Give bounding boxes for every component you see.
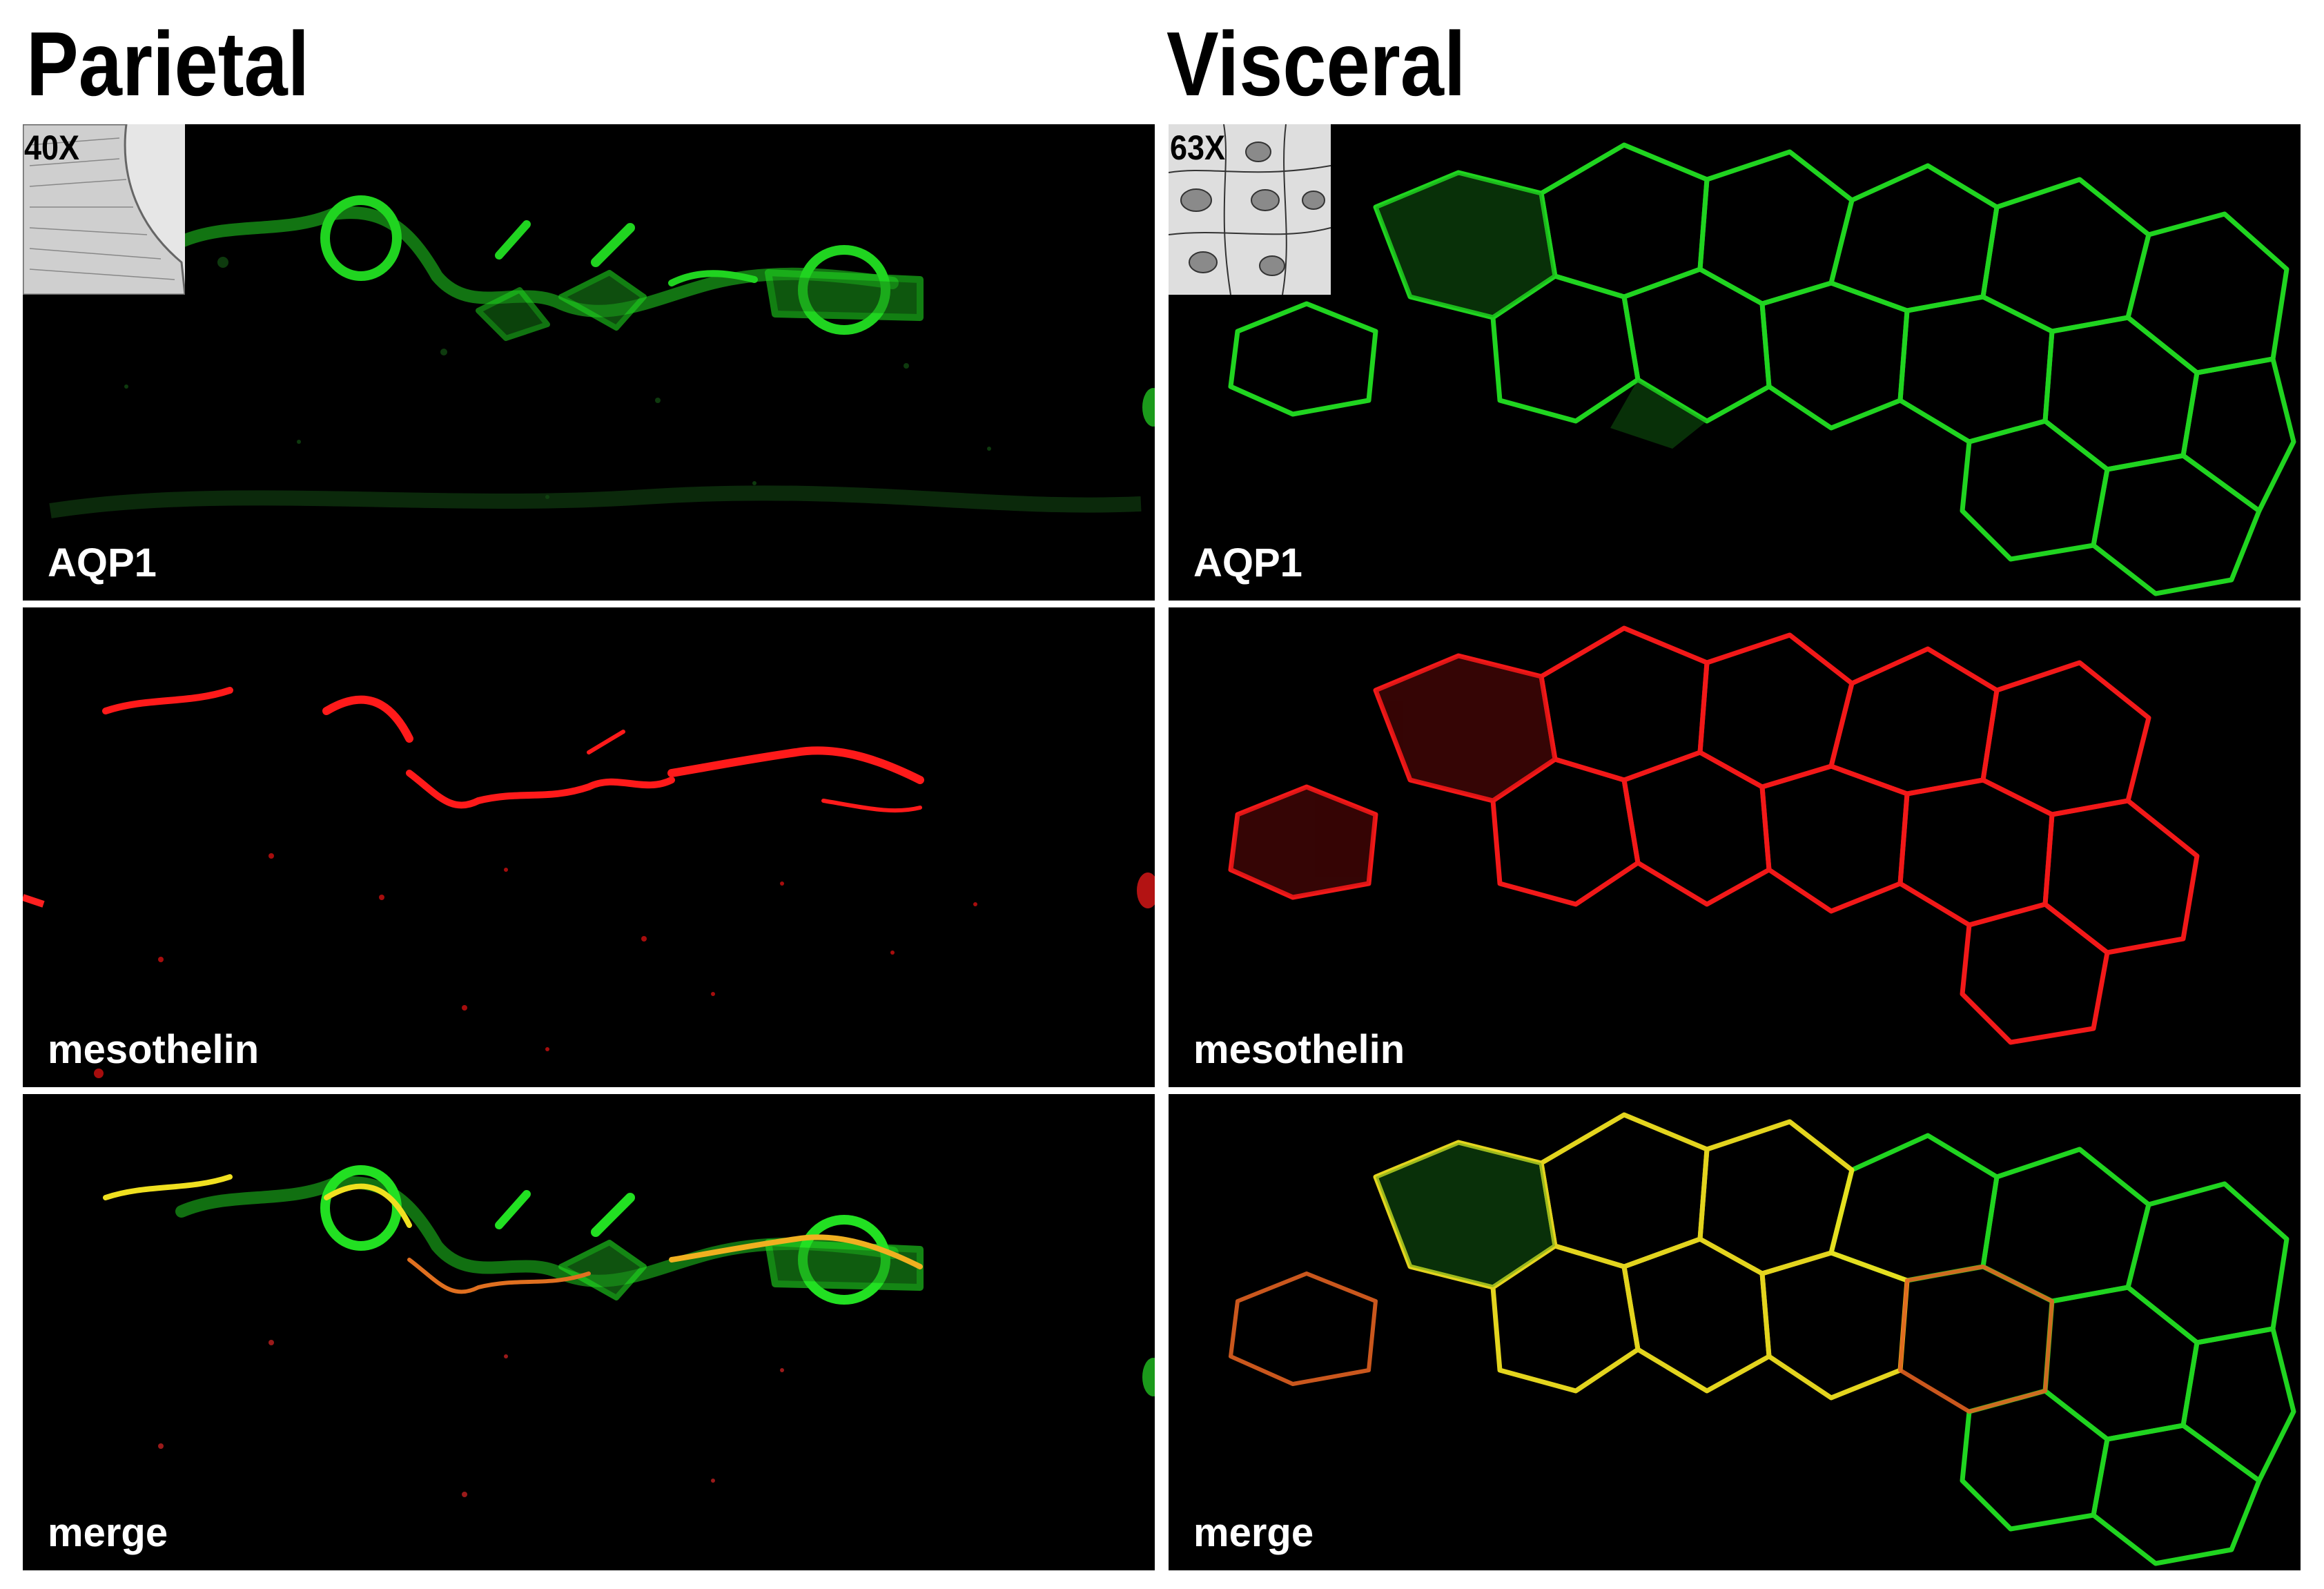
parietal-mesothelin-label: mesothelin (48, 1027, 260, 1072)
parietal-aqp1-label: AQP1 (48, 540, 157, 585)
visceral-aqp1-label: AQP1 (1193, 540, 1302, 585)
visceral-mesothelin-label: mesothelin (1193, 1027, 1405, 1072)
visceral-merge-panel: merge (1169, 1094, 2301, 1570)
visceral-aqp1-micrograph (1228, 142, 2296, 596)
tissue-section-sketch-icon (23, 124, 185, 295)
parietal-title: Parietal (26, 13, 310, 115)
parietal-mesothelin-panel: mesothelin (23, 607, 1155, 1087)
visceral-merge-micrograph (1229, 1112, 2296, 1566)
parietal-merge-micrograph (103, 1165, 1155, 1497)
parietal-aqp1-micrograph (49, 195, 1155, 518)
visceral-aqp1-panel: 63X AQP1 (1169, 124, 2301, 601)
parietal-merge-panel: merge (23, 1094, 1155, 1570)
visceral-mesothelin-micrograph (1228, 625, 2200, 1045)
visceral-merge-label: merge (1193, 1510, 1314, 1555)
parietal-aqp1-panel: 40X AQP1 (23, 124, 1155, 601)
visceral-mesothelin-panel: mesothelin (1169, 607, 2301, 1087)
parietal-mesothelin-micrograph (23, 687, 1155, 1078)
parietal-magnification: 40X (24, 128, 80, 167)
parietal-merge-label: merge (48, 1510, 168, 1555)
visceral-magnification: 63X (1170, 128, 1226, 167)
visceral-inset-sketch: 63X (1169, 124, 1331, 295)
cell-nuclei-sketch-icon (1169, 124, 1331, 295)
visceral-title: Visceral (1166, 13, 1466, 115)
parietal-inset-sketch: 40X (23, 124, 185, 295)
